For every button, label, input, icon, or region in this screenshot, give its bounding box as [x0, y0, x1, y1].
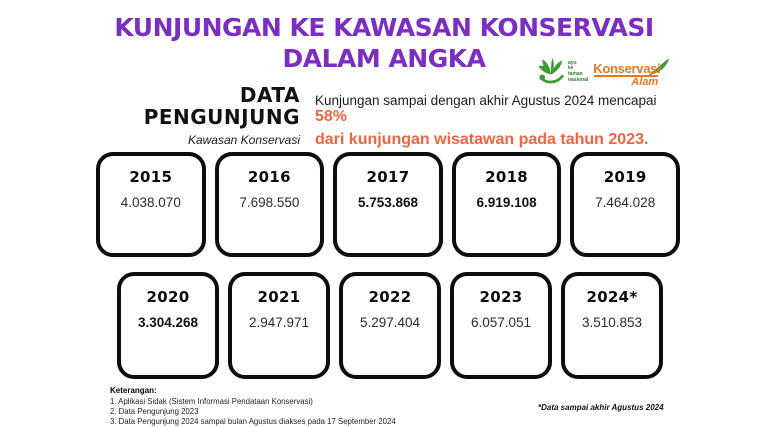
footnote-item-3: 3. Data Pengunjung 2024 sampai bulan Agu…: [110, 417, 396, 427]
konservasi-alam-logo-text1: Konservasi: [593, 61, 661, 76]
logo-group: ayo ke taman nasional Konservasi Alam: [536, 57, 671, 93]
section-heading: DATA PENGUNJUNG: [60, 84, 300, 128]
page-title-line2: DALAM ANGKA: [282, 43, 486, 73]
year-card-2018: 2018 6.919.108: [451, 152, 562, 257]
cards-row-1: 2015 4.038.070 2016 7.698.550 2017 5.753…: [96, 152, 680, 257]
card-value: 4.038.070: [120, 195, 181, 210]
ayo-ke-taman-nasional-logo: ayo ke taman nasional: [536, 57, 588, 87]
logo-underline: [594, 75, 659, 77]
summary-percentage: 58%: [315, 108, 348, 125]
page-title: KUNJUNGAN KE KAWASAN KONSERVASI DALAM AN…: [0, 13, 768, 74]
summary-line2: dari kunjungan wisatawan pada tahun 2023…: [315, 131, 649, 148]
page-title-line1: KUNJUNGAN KE KAWASAN KONSERVASI: [114, 13, 654, 42]
section-heading-block: DATA PENGUNJUNG Kawasan Konservasi: [60, 84, 300, 147]
section-heading-line2: PENGUNJUNG: [143, 105, 300, 129]
year-card-2016: 2016 7.698.550: [214, 152, 325, 257]
card-year: 2017: [366, 168, 410, 186]
card-year: 2020: [146, 288, 190, 306]
card-year: 2022: [368, 288, 412, 306]
summary-line1-prefix: Kunjungan sampai dengan akhir Agustus 20…: [315, 93, 657, 108]
card-value: 6.919.108: [476, 195, 537, 210]
footnote-item-1: 1. Aplikasi Sidak (Sistem Informasi Pend…: [110, 396, 313, 406]
cards-row-2: 2020 3.304.268 2021 2.947.971 2022 5.297…: [117, 272, 663, 379]
section-subheading: Kawasan Konservasi: [187, 133, 300, 147]
summary-text: Kunjungan sampai dengan akhir Agustus 20…: [315, 93, 680, 149]
taman-nasional-logo-text: ayo ke taman nasional: [568, 59, 589, 83]
card-year: 2018: [485, 168, 529, 186]
card-value: 7.698.550: [239, 195, 300, 210]
card-year: 2019: [603, 168, 647, 186]
card-value: 3.304.268: [137, 315, 199, 330]
card-value: 2.947.971: [248, 315, 310, 330]
card-value: 5.297.404: [359, 315, 421, 330]
footnote-item-2: 2. Data Pengunjung 2023: [110, 406, 199, 416]
card-value: 6.057.051: [470, 315, 532, 330]
card-value: 3.510.853: [581, 315, 643, 330]
card-year: 2024*: [586, 288, 638, 306]
leaf-fan-icon: [538, 58, 564, 84]
year-card-2022: 2022 5.297.404: [339, 272, 441, 379]
card-year: 2021: [257, 288, 301, 306]
card-year: 2023: [479, 288, 523, 306]
konservasi-alam-logo-text2: Alam: [631, 76, 659, 88]
fern-leaf-icon: [649, 58, 670, 76]
card-value: 7.464.028: [595, 195, 656, 210]
footnote-right: *Data sampai akhir Agustus 2024: [538, 403, 664, 412]
card-value: 5.753.868: [357, 195, 419, 210]
section-heading-line1: DATA: [239, 83, 300, 107]
year-card-2023: 2023 6.057.051: [450, 272, 552, 379]
konservasi-alam-logo: Konservasi Alam: [593, 58, 671, 93]
year-card-2024: 2024* 3.510.853: [561, 272, 663, 379]
card-year: 2016: [247, 168, 291, 186]
year-card-2017: 2017 5.753.868: [333, 152, 443, 257]
year-card-2019: 2019 7.464.028: [570, 152, 680, 257]
year-card-2020: 2020 3.304.268: [117, 272, 219, 379]
footnotes: Keterangan: 1. Aplikasi Sidak (Sistem In…: [110, 386, 396, 427]
year-card-2015: 2015 4.038.070: [96, 152, 206, 257]
card-year: 2015: [129, 168, 173, 186]
footnotes-heading: Keterangan:: [110, 386, 157, 395]
summary-line1: Kunjungan sampai dengan akhir Agustus 20…: [315, 93, 680, 126]
year-card-2021: 2021 2.947.971: [228, 272, 330, 379]
